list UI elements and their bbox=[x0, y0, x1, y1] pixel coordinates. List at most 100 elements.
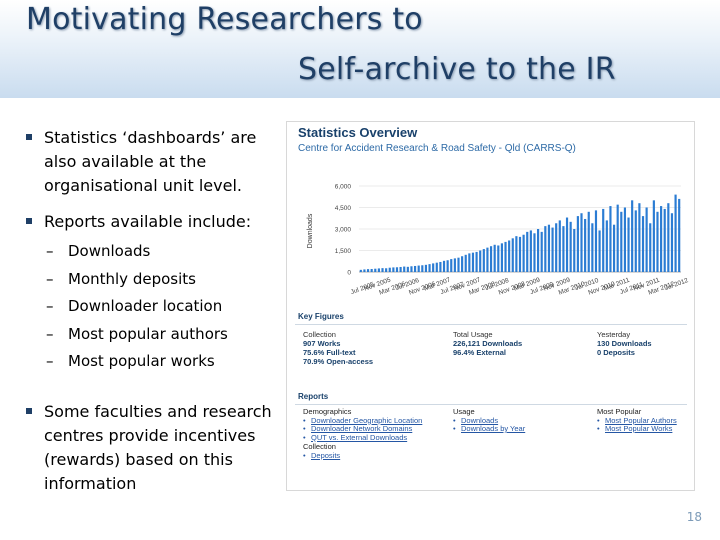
report-link-geo[interactable]: Downloader Geographic Location bbox=[311, 415, 423, 425]
chart-bar bbox=[421, 265, 424, 272]
chart-bar bbox=[406, 266, 409, 272]
chart-bar bbox=[623, 207, 627, 272]
bullet-statistics: Statistics ‘dashboards’ are also availab… bbox=[24, 126, 286, 198]
chart-bar bbox=[370, 268, 373, 272]
chart-bar bbox=[497, 245, 500, 272]
chart-bar bbox=[667, 203, 670, 272]
chart-bar bbox=[482, 249, 485, 272]
chart-bar bbox=[493, 244, 496, 272]
report-link-qut-external[interactable]: QUT vs. External Downloads bbox=[311, 432, 408, 442]
reports-heading: Reports bbox=[298, 392, 329, 401]
y-tick-label: 0 bbox=[347, 270, 351, 277]
chart-bar bbox=[468, 253, 471, 272]
bullet-incentives: Some faculties and research centres prov… bbox=[24, 400, 286, 496]
square-bullet-icon bbox=[26, 408, 32, 414]
x-tick-label: Jul 2012 bbox=[664, 277, 690, 292]
chart-bar bbox=[486, 247, 489, 272]
subitem-popular-works: – Most popular works bbox=[46, 352, 215, 370]
chart-bar bbox=[602, 208, 605, 272]
chart-bar bbox=[558, 220, 561, 272]
chart-bar bbox=[450, 259, 453, 272]
divider bbox=[295, 404, 687, 405]
chart-bar bbox=[580, 213, 583, 272]
chart-bar bbox=[428, 264, 431, 272]
statistics-screenshot: Statistics Overview Centre for Accident … bbox=[286, 121, 695, 491]
chart-bar bbox=[533, 233, 536, 272]
chart-bar bbox=[544, 226, 547, 272]
stats-subtitle: Centre for Accident Research & Road Safe… bbox=[298, 143, 576, 154]
chart-bar bbox=[678, 198, 681, 272]
page-number: 18 bbox=[686, 510, 702, 524]
chart-bar bbox=[638, 203, 641, 272]
chart-bar bbox=[518, 236, 522, 272]
chart-bar bbox=[432, 263, 435, 272]
chart-bar bbox=[504, 241, 507, 272]
chart-bar bbox=[573, 229, 576, 272]
chart-bar bbox=[439, 261, 442, 272]
chart-bar bbox=[464, 254, 467, 272]
chart-bar bbox=[569, 221, 572, 272]
chart-bar bbox=[649, 223, 652, 272]
chart-bar bbox=[417, 265, 420, 272]
chart-bar bbox=[551, 227, 554, 272]
chart-bar bbox=[641, 216, 645, 272]
chart-bar bbox=[515, 236, 518, 272]
slide-title-line-1: Motivating Researchers to bbox=[26, 2, 423, 37]
chart-bar bbox=[424, 264, 428, 272]
y-tick-label: 1,500 bbox=[335, 248, 352, 255]
chart-bar bbox=[663, 208, 666, 272]
chart-bar bbox=[670, 213, 674, 272]
subitem-monthly-deposits: – Monthly deposits bbox=[46, 270, 196, 288]
y-tick-label: 4,500 bbox=[335, 205, 352, 212]
chart-bar bbox=[489, 246, 493, 272]
chart-bar bbox=[381, 268, 384, 272]
chart-bar bbox=[374, 268, 377, 272]
chart-bar bbox=[413, 265, 417, 272]
chart-bar bbox=[634, 210, 637, 272]
chart-bar bbox=[584, 218, 587, 272]
chart-bar bbox=[453, 258, 456, 272]
chart-bar bbox=[598, 230, 601, 272]
report-link-downloads[interactable]: Downloads bbox=[461, 415, 499, 425]
yesterday-figures: Yesterday 130 Downloads 0 Deposits bbox=[597, 330, 652, 357]
chart-bar bbox=[540, 231, 543, 272]
chart-bar bbox=[377, 268, 380, 272]
chart-bar bbox=[508, 240, 511, 272]
chart-bar bbox=[529, 230, 532, 272]
chart-bar bbox=[388, 267, 391, 272]
chart-bar bbox=[471, 252, 475, 272]
stats-title: Statistics Overview bbox=[298, 125, 418, 140]
chart-bar bbox=[660, 206, 663, 272]
report-link-deposits[interactable]: Deposits bbox=[311, 450, 341, 460]
bullet-reports: Reports available include: bbox=[24, 210, 286, 234]
usage-reports: Usage • Downloads • Downloads by Year bbox=[453, 407, 526, 433]
chart-bar bbox=[631, 200, 634, 272]
chart-bar bbox=[609, 206, 612, 272]
subitem-downloader-location: – Downloader location bbox=[46, 297, 223, 315]
chart-bar bbox=[457, 257, 460, 272]
chart-bar bbox=[442, 260, 446, 272]
report-link-popular-authors[interactable]: Most Popular Authors bbox=[605, 415, 677, 425]
chart-bar bbox=[363, 269, 366, 272]
report-link-popular-works[interactable]: Most Popular Works bbox=[605, 424, 673, 433]
chart-bar bbox=[366, 269, 370, 272]
title-band bbox=[0, 0, 720, 98]
slide-title-line-2: Self-archive to the IR bbox=[298, 52, 616, 87]
y-tick-label: 6,000 bbox=[335, 184, 352, 191]
chart-bar bbox=[576, 216, 579, 272]
chart-bar bbox=[359, 269, 362, 272]
chart-bar bbox=[565, 217, 569, 272]
chart-bar bbox=[616, 204, 619, 272]
chart-bar bbox=[656, 211, 659, 272]
chart-bar bbox=[620, 211, 623, 272]
report-link-downloads-by-year[interactable]: Downloads by Year bbox=[461, 424, 526, 433]
total-usage-figures: Total Usage 226,121 Downloads 96.4% Exte… bbox=[453, 330, 523, 357]
chart-bar bbox=[479, 250, 482, 272]
chart-bar bbox=[591, 223, 594, 272]
chart-bar bbox=[500, 243, 503, 272]
chart-bar bbox=[385, 268, 388, 272]
chart-bar bbox=[511, 238, 514, 272]
report-link-domains[interactable]: Downloader Network Domains bbox=[311, 424, 413, 433]
chart-bar bbox=[410, 266, 413, 272]
